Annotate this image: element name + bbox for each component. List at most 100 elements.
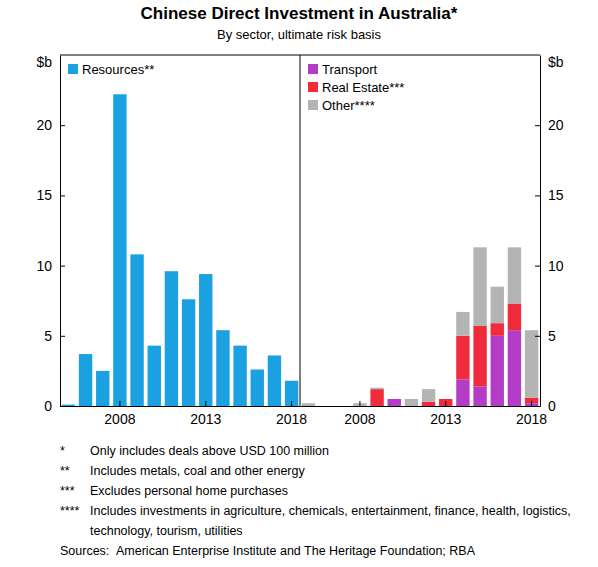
y-axis: 05101520 [535, 56, 564, 414]
subtitle: By sector, ultimate risk basis [217, 27, 381, 42]
note-text: Includes investments in agriculture, che… [90, 504, 571, 538]
bar [388, 398, 401, 399]
bar-series [370, 304, 538, 406]
bar [388, 398, 401, 399]
axis-line [301, 406, 541, 407]
sources-label: Sources: [60, 544, 109, 558]
legend: TransportReal Estate***Other**** [308, 62, 404, 113]
bar [491, 336, 504, 406]
tick: 20 [36, 117, 65, 133]
tick-label: 2018 [276, 411, 307, 427]
note-text: Excludes personal home purchases [90, 484, 288, 498]
bar [456, 312, 469, 336]
bar [319, 406, 332, 407]
tick-label: 15 [548, 187, 564, 203]
note-marker: **** [60, 504, 80, 518]
tick-mark [60, 125, 65, 126]
bar [62, 405, 75, 406]
sources: American Enterprise Institute and The He… [116, 544, 476, 558]
tick-label: 2008 [344, 411, 375, 427]
bar [268, 355, 281, 406]
legend-label: Resources** [82, 62, 154, 77]
tick: 0 [44, 398, 65, 414]
bar [370, 389, 383, 406]
axis-line [540, 56, 541, 407]
bar [165, 271, 178, 406]
tick: 10 [36, 258, 65, 274]
plot-area [62, 94, 299, 406]
x-axis: 2008 2013 2018 [61, 401, 308, 427]
bar [491, 323, 504, 336]
bar [130, 254, 143, 406]
bar [182, 299, 195, 406]
note-text: Only includes deals above USD 100 millio… [90, 444, 329, 458]
legend-swatch [308, 100, 318, 110]
bar [525, 330, 538, 397]
tick: 10 [535, 258, 564, 274]
tick: 2013 [190, 401, 221, 427]
bar [473, 386, 486, 406]
bar [473, 326, 486, 386]
tick-mark [531, 401, 532, 406]
axis-line [60, 56, 61, 407]
tick-mark [291, 401, 292, 406]
bar [216, 330, 229, 406]
bar [319, 406, 332, 407]
tick-label: 10 [36, 258, 52, 274]
bar [79, 354, 92, 406]
bar [251, 369, 264, 406]
bar [405, 399, 418, 406]
tick: 5 [535, 328, 556, 344]
bar [508, 304, 521, 331]
tick-mark [205, 401, 206, 406]
tick-label: 2013 [430, 411, 461, 427]
bar [336, 406, 349, 407]
tick-label: 5 [548, 328, 556, 344]
bar [113, 94, 126, 406]
legend-label: Transport [322, 62, 378, 77]
tick-mark [119, 401, 120, 406]
note-marker: *** [60, 484, 75, 498]
tick-label: 0 [44, 398, 52, 414]
chart-root: Chinese Direct Investment in Australia* B… [0, 0, 598, 567]
bar [388, 399, 401, 406]
plot-area [302, 247, 539, 406]
bar [456, 336, 469, 380]
bar [508, 247, 521, 303]
bar [439, 399, 452, 406]
bar [319, 406, 332, 407]
bar [473, 247, 486, 326]
bar [422, 402, 435, 406]
tick: 15 [36, 187, 65, 203]
y-axis: 05101520 [36, 56, 65, 414]
tick-mark [535, 125, 540, 126]
bar [508, 330, 521, 406]
bar [148, 346, 161, 406]
bar [422, 389, 435, 402]
legend-swatch [308, 64, 318, 74]
frame [300, 55, 301, 406]
tick: 2008 [344, 401, 375, 427]
x-axis: 2008 2013 2018 [301, 401, 548, 427]
bar [336, 406, 349, 407]
tick-label: 2008 [104, 411, 135, 427]
bar [439, 398, 452, 399]
bar [285, 381, 298, 406]
bar [336, 406, 349, 407]
tick-mark [445, 401, 446, 406]
title: Chinese Direct Investment in Australia* [141, 4, 458, 23]
bar [370, 388, 383, 389]
tick-label: 10 [548, 258, 564, 274]
tick-label: 2013 [190, 411, 221, 427]
tick: 2008 [104, 401, 135, 427]
tick: 2013 [430, 401, 461, 427]
legend: Resources** [68, 62, 154, 77]
bar-series [62, 94, 299, 406]
tick: 20 [535, 117, 564, 133]
bar [199, 274, 212, 406]
tick-label: 2018 [516, 411, 547, 427]
bar [456, 379, 469, 406]
bar [96, 371, 109, 406]
legend-swatch [68, 64, 78, 74]
tick-label: 20 [36, 117, 52, 133]
